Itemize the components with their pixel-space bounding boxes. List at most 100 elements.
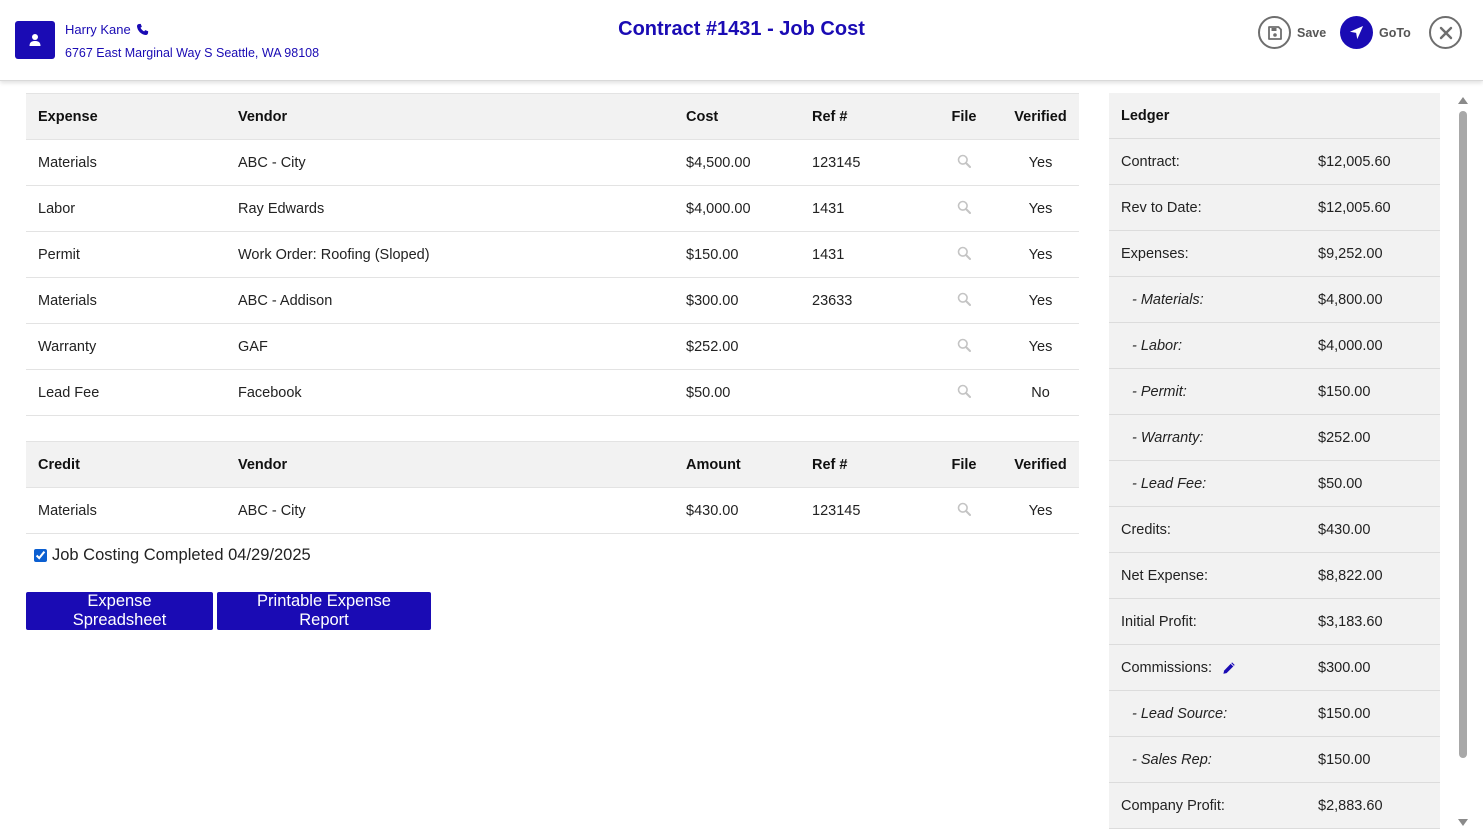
page-header: Harry Kane 6767 East Marginal Way S Seat… — [0, 0, 1483, 81]
search-icon[interactable] — [957, 502, 971, 516]
ledger-label-cell: Company Profit: — [1109, 798, 1318, 814]
ledger-row-label: - Lead Fee: — [1132, 475, 1207, 492]
expense-row[interactable]: Warranty GAF $252.00 Yes — [26, 323, 1079, 370]
search-icon[interactable] — [957, 384, 971, 398]
ledger-row: - Materials: $4,800.00 — [1109, 277, 1440, 323]
col-header-file[interactable]: File — [926, 93, 1002, 140]
ledger-label-cell: Credits: — [1109, 522, 1318, 538]
save-button[interactable]: Save — [1258, 16, 1326, 49]
ledger-row-label: - Permit: — [1132, 383, 1187, 400]
col-header-expense[interactable]: Expense — [26, 93, 226, 140]
ref-cell: 123145 — [800, 139, 926, 186]
vendor-cell: Ray Edwards — [226, 185, 674, 232]
search-icon[interactable] — [957, 338, 971, 352]
vendor-cell: ABC - City — [226, 487, 674, 534]
ledger-row: - Labor: $4,000.00 — [1109, 323, 1440, 369]
ref-cell: 23633 — [800, 277, 926, 324]
save-label: Save — [1297, 25, 1327, 40]
col-header-credit[interactable]: Credit — [26, 441, 226, 488]
amount-cell: $50.00 — [674, 369, 800, 416]
file-cell — [926, 369, 1002, 416]
type-cell: Warranty — [26, 323, 226, 370]
expense-spreadsheet-button[interactable]: Expense Spreadsheet — [26, 592, 213, 630]
verified-cell[interactable]: Yes — [1002, 487, 1079, 534]
customer-avatar[interactable] — [15, 21, 55, 59]
col-header-ref[interactable]: Ref # — [800, 441, 926, 488]
vendor-cell: Work Order: Roofing (Sloped) — [226, 231, 674, 278]
ledger-label-cell: Commissions: — [1109, 660, 1318, 676]
col-header-amount[interactable]: Amount — [674, 441, 800, 488]
ledger-row-value: $3,183.60 — [1318, 613, 1383, 630]
file-cell — [926, 487, 1002, 534]
type-cell: Permit — [26, 231, 226, 278]
scroll-up-arrow[interactable] — [1458, 97, 1468, 104]
close-button[interactable] — [1429, 16, 1462, 49]
ledger-label-cell: - Sales Rep: — [1109, 752, 1318, 768]
ledger-row: Rev to Date: $12,005.60 — [1109, 185, 1440, 231]
amount-cell: $4,000.00 — [674, 185, 800, 232]
ledger-row-label: Net Expense: — [1121, 567, 1209, 584]
expense-row[interactable]: Materials ABC - City $4,500.00 123145 Yes — [26, 139, 1079, 186]
expense-row[interactable]: Permit Work Order: Roofing (Sloped) $150.0… — [26, 231, 1079, 278]
col-header-cost[interactable]: Cost — [674, 93, 800, 140]
printable-expense-report-button[interactable]: Printable Expense Report — [217, 592, 431, 630]
ref-cell: 123145 — [800, 487, 926, 534]
search-icon[interactable] — [957, 292, 971, 306]
job-costing-checkbox[interactable] — [34, 549, 47, 562]
credit-header-row: Credit Vendor Amount Ref # File Verified — [26, 441, 1079, 488]
ledger-row-value: $4,800.00 — [1318, 291, 1383, 308]
type-cell: Materials — [26, 277, 226, 324]
ledger-row-value: $150.00 — [1318, 705, 1371, 722]
verified-cell[interactable]: Yes — [1002, 185, 1079, 232]
ledger-row-value: $12,005.60 — [1318, 199, 1391, 216]
ledger-label-cell: - Lead Source: — [1109, 706, 1318, 722]
search-icon[interactable] — [957, 246, 971, 260]
customer-name-link[interactable]: Harry Kane — [65, 22, 149, 37]
ledger-row: Credits: $430.00 — [1109, 507, 1440, 553]
customer-name[interactable]: Harry Kane — [65, 22, 131, 37]
ledger-row-label: Company Profit: — [1121, 797, 1225, 814]
vertical-scrollbar[interactable] — [1454, 93, 1471, 830]
verified-cell[interactable]: Yes — [1002, 323, 1079, 370]
ledger-row-label: - Warranty: — [1132, 429, 1204, 446]
job-costing-completed[interactable]: Job Costing Completed 04/29/2025 — [34, 546, 311, 565]
scroll-down-arrow[interactable] — [1458, 819, 1468, 826]
expense-row[interactable]: Labor Ray Edwards $4,000.00 1431 Yes — [26, 185, 1079, 232]
pencil-icon[interactable] — [1222, 661, 1236, 675]
vendor-cell: ABC - City — [226, 139, 674, 186]
expense-row[interactable]: Lead Fee Facebook $50.00 No — [26, 369, 1079, 416]
goto-button[interactable]: GoTo — [1340, 16, 1411, 49]
search-icon[interactable] — [957, 200, 971, 214]
customer-address[interactable]: 6767 East Marginal Way S Seattle, WA 981… — [65, 46, 320, 60]
ledger-row-label: - Labor: — [1132, 337, 1182, 354]
ledger-row-value: $9,252.00 — [1318, 245, 1383, 262]
ledger-row-label: - Lead Source: — [1132, 705, 1228, 722]
ledger-row: - Lead Fee: $50.00 — [1109, 461, 1440, 507]
ledger-row-label: Initial Profit: — [1121, 613, 1197, 630]
credit-row[interactable]: Materials ABC - City $430.00 123145 Yes — [26, 487, 1079, 534]
ledger-row-label: Commissions: — [1121, 659, 1213, 676]
ledger-row: - Warranty: $252.00 — [1109, 415, 1440, 461]
goto-label: GoTo — [1379, 25, 1411, 40]
expense-table: Expense Vendor Cost Ref # File Verified … — [26, 93, 1079, 416]
col-header-vendor[interactable]: Vendor — [226, 93, 674, 140]
phone-icon[interactable] — [136, 23, 149, 36]
file-cell — [926, 277, 1002, 324]
col-header-verified[interactable]: Verified — [1002, 93, 1079, 140]
col-header-file[interactable]: File — [926, 441, 1002, 488]
ledger-row: Company Profit: $2,883.60 — [1109, 783, 1440, 829]
verified-cell[interactable]: Yes — [1002, 231, 1079, 278]
verified-cell[interactable]: Yes — [1002, 139, 1079, 186]
ledger-label-cell: Expenses: — [1109, 246, 1318, 262]
search-icon[interactable] — [957, 154, 971, 168]
ledger-row-value: $300.00 — [1318, 659, 1371, 676]
ledger-label-cell: Contract: — [1109, 154, 1318, 170]
col-header-ref[interactable]: Ref # — [800, 93, 926, 140]
col-header-vendor[interactable]: Vendor — [226, 441, 674, 488]
expense-row[interactable]: Materials ABC - Addison $300.00 23633 Yes — [26, 277, 1079, 324]
scrollbar-thumb[interactable] — [1459, 111, 1467, 758]
ledger-row: Commissions: $300.00 — [1109, 645, 1440, 691]
col-header-verified[interactable]: Verified — [1002, 441, 1079, 488]
verified-cell[interactable]: No — [1002, 369, 1079, 416]
verified-cell[interactable]: Yes — [1002, 277, 1079, 324]
